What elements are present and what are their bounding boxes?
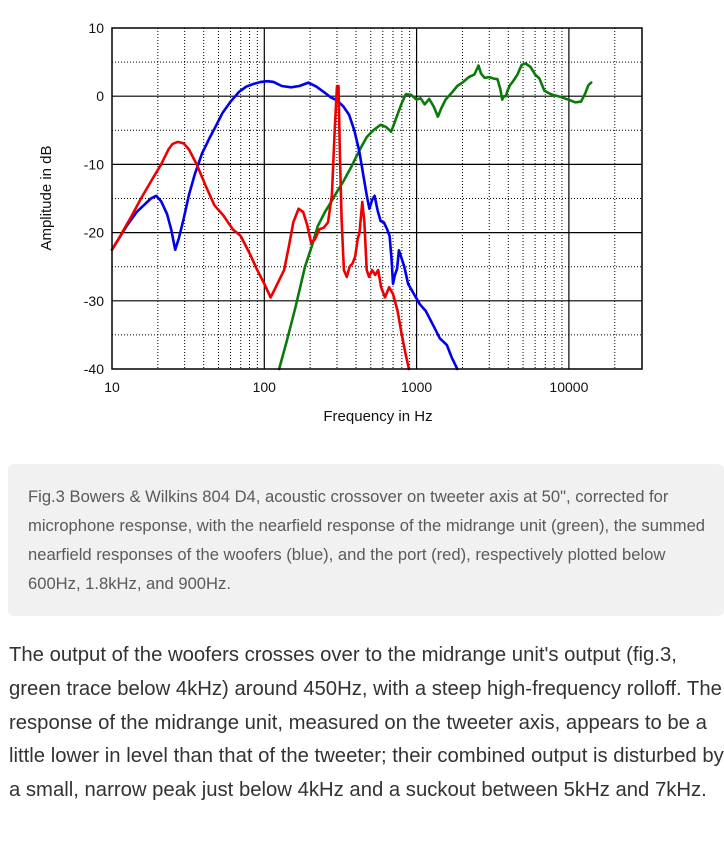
y-tick-label: 0 (96, 88, 104, 104)
x-axis-title: Frequency in Hz (323, 408, 432, 425)
y-tick-label: -40 (84, 361, 104, 377)
x-tick-label: 100 (253, 379, 277, 395)
midrange-trace (277, 62, 593, 371)
x-tick-label: 1000 (401, 379, 432, 395)
body-paragraph: The output of the woofers crosses over t… (9, 644, 724, 802)
frequency-response-chart: 10 0 -10 -20 -30 -40 10 100 1000 10000 Frequency … (38, 20, 643, 425)
series-layer (110, 62, 593, 371)
y-tick-label: 10 (88, 20, 104, 36)
y-axis-title: Amplitude in dB (38, 145, 55, 250)
y-tick-label: -20 (84, 225, 104, 241)
figure-caption: Fig.3 Bowers & Wilkins 804 D4, acoustic … (28, 487, 706, 593)
y-tick-label: -10 (84, 156, 104, 172)
woofers-trace (110, 79, 459, 371)
plot-frame (111, 27, 643, 370)
figure-caption-box: Fig.3 Bowers & Wilkins 804 D4, acoustic … (8, 464, 724, 616)
port-trace (110, 84, 411, 371)
y-tick-label: -30 (84, 293, 104, 309)
grid (112, 28, 642, 369)
x-tick-label: 10 (104, 379, 120, 395)
x-tick-label: 10000 (549, 379, 588, 395)
